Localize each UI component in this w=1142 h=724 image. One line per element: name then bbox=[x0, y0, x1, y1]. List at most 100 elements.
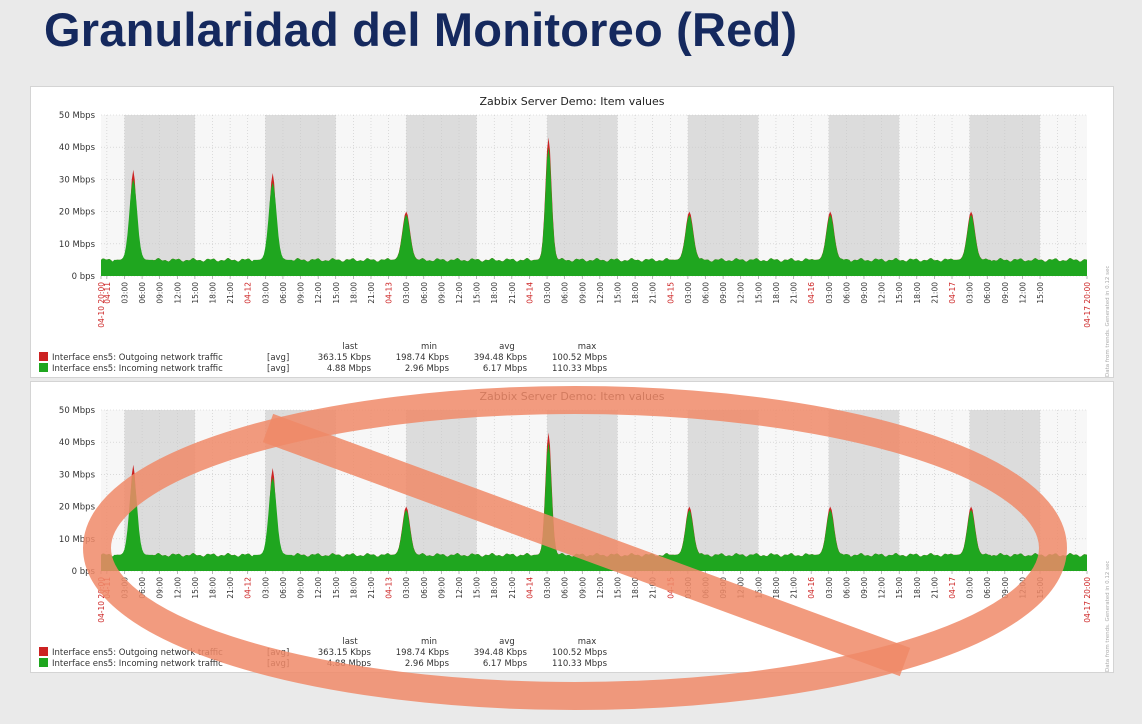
y-tick-label: 40 Mbps bbox=[59, 143, 96, 153]
x-tick-label: 03:00 bbox=[261, 577, 270, 599]
legend-header: last bbox=[342, 637, 358, 647]
x-tick-label: 18:00 bbox=[349, 282, 358, 304]
y-tick-label: 50 Mbps bbox=[59, 111, 96, 121]
slide-title: Granularidad del Monitoreo (Red) bbox=[44, 3, 798, 56]
legend-func: [avg] bbox=[267, 648, 289, 658]
legend-header: avg bbox=[499, 637, 515, 647]
x-tick-label: 21:00 bbox=[649, 577, 658, 599]
legend-value: 4.88 Mbps bbox=[327, 659, 372, 669]
x-tick-label: 06:00 bbox=[138, 282, 147, 304]
x-tick-label: 15:00 bbox=[613, 282, 622, 304]
x-tick-label: 06:00 bbox=[279, 282, 288, 304]
x-tick-label: 12:00 bbox=[596, 282, 605, 304]
x-tick-label: 04-11 bbox=[103, 577, 112, 599]
x-tick-label: 12:00 bbox=[314, 577, 323, 599]
x-tick-label: 04-15 bbox=[666, 282, 675, 304]
night-band bbox=[547, 115, 618, 276]
x-tick-label: 03:00 bbox=[825, 577, 834, 599]
side-note: Data from trends. Generated in 0.12 sec bbox=[1105, 561, 1111, 672]
y-tick-label: 20 Mbps bbox=[59, 503, 96, 513]
chart-title: Zabbix Server Demo: Item values bbox=[479, 95, 664, 108]
graph-panel-1: Zabbix Server Demo: Item values 0 bps 10 M… bbox=[30, 86, 1114, 378]
x-tick-label: 21:00 bbox=[790, 577, 799, 599]
legend-swatch bbox=[39, 363, 48, 372]
x-tick-label: 15:00 bbox=[332, 282, 341, 304]
x-tick-label: 15:00 bbox=[191, 577, 200, 599]
x-tick-label: 18:00 bbox=[772, 282, 781, 304]
x-tick-label: 12:00 bbox=[878, 282, 887, 304]
x-tick-label: 04-14 bbox=[525, 282, 534, 304]
traffic-chart-2: Zabbix Server Demo: Item values 0 bps 10 M… bbox=[39, 390, 1111, 672]
series-incoming bbox=[101, 147, 1087, 276]
x-tick-label: 04-12 bbox=[244, 282, 253, 304]
x-tick-label: 15:00 bbox=[895, 282, 904, 304]
legend-value: 4.88 Mbps bbox=[327, 364, 372, 374]
x-tick-label: 15:00 bbox=[1036, 282, 1045, 304]
x-tick-label: 18:00 bbox=[209, 282, 218, 304]
x-tick-label: 06:00 bbox=[983, 577, 992, 599]
y-tick-label: 10 Mbps bbox=[59, 240, 96, 250]
x-tick-label: 04-13 bbox=[385, 577, 394, 599]
x-tick-label: 15:00 bbox=[332, 577, 341, 599]
night-band bbox=[969, 115, 1041, 276]
x-tick-label: 03:00 bbox=[261, 282, 270, 304]
x-tick-label: 21:00 bbox=[649, 282, 658, 304]
x-tick-label: 03:00 bbox=[684, 577, 693, 599]
x-tick-label: 18:00 bbox=[631, 282, 640, 304]
legend-name: Interface ens5: Outgoing network traffic bbox=[52, 648, 223, 658]
x-tick-label: 15:00 bbox=[895, 577, 904, 599]
x-tick-label: 12:00 bbox=[737, 577, 746, 599]
y-tick-label: 10 Mbps bbox=[59, 535, 96, 545]
x-tick-label: 09:00 bbox=[156, 577, 165, 599]
legend-value: 2.96 Mbps bbox=[405, 364, 450, 374]
x-tick-label: 03:00 bbox=[684, 282, 693, 304]
y-tick-label: 0 bps bbox=[72, 567, 96, 577]
x-tick-label: 15:00 bbox=[191, 282, 200, 304]
x-tick-label: 09:00 bbox=[297, 282, 306, 304]
x-tick-label: 09:00 bbox=[578, 577, 587, 599]
x-tick-label: 09:00 bbox=[437, 282, 446, 304]
x-tick-label: 06:00 bbox=[702, 577, 711, 599]
x-tick-label: 09:00 bbox=[156, 282, 165, 304]
x-tick-label: 06:00 bbox=[561, 577, 570, 599]
legend-value: 363.15 Kbps bbox=[318, 353, 372, 363]
legend-value: 394.48 Kbps bbox=[474, 648, 528, 658]
legend-header: last bbox=[342, 342, 358, 352]
legend-value: 2.96 Mbps bbox=[405, 659, 450, 669]
x-tick-label: 04-15 bbox=[666, 577, 675, 599]
traffic-chart-1: Zabbix Server Demo: Item values 0 bps 10 M… bbox=[39, 95, 1111, 377]
x-tick-label: 03:00 bbox=[543, 282, 552, 304]
x-tick-label: 12:00 bbox=[878, 577, 887, 599]
x-tick-label: 03:00 bbox=[120, 282, 129, 304]
x-tick-label: 06:00 bbox=[420, 577, 429, 599]
x-tick-label: 06:00 bbox=[702, 282, 711, 304]
legend-value: 110.33 Mbps bbox=[552, 364, 608, 374]
x-tick-label: 18:00 bbox=[490, 282, 499, 304]
x-tick-label: 09:00 bbox=[578, 282, 587, 304]
x-tick-label: 09:00 bbox=[1001, 577, 1010, 599]
y-tick-label: 30 Mbps bbox=[59, 175, 96, 185]
x-tick-label: 18:00 bbox=[913, 282, 922, 304]
x-tick-label: 06:00 bbox=[842, 577, 851, 599]
x-tick-label: 15:00 bbox=[1036, 577, 1045, 599]
x-tick-label: 21:00 bbox=[367, 577, 376, 599]
x-tick-label: 18:00 bbox=[209, 577, 218, 599]
x-tick-label: 03:00 bbox=[966, 282, 975, 304]
x-tick-label: 15:00 bbox=[473, 577, 482, 599]
x-tick-label: 21:00 bbox=[226, 282, 235, 304]
chart-title: Zabbix Server Demo: Item values bbox=[479, 390, 664, 403]
x-tick-label: 21:00 bbox=[508, 577, 517, 599]
x-tick-label: 03:00 bbox=[543, 577, 552, 599]
x-tick-label: 21:00 bbox=[367, 282, 376, 304]
night-band bbox=[687, 115, 759, 276]
legend-header: max bbox=[578, 637, 597, 647]
legend-value: 198.74 Kbps bbox=[396, 353, 450, 363]
x-tick-label: 12:00 bbox=[1018, 282, 1027, 304]
x-tick-label: 12:00 bbox=[173, 282, 182, 304]
legend-name: Interface ens5: Incoming network traffic bbox=[52, 364, 223, 374]
x-tick-label: 04-17 20:00 bbox=[1083, 282, 1092, 328]
x-tick-label: 04-14 bbox=[525, 577, 534, 599]
legend-func: [avg] bbox=[267, 659, 289, 669]
legend-value: 110.33 Mbps bbox=[552, 659, 608, 669]
